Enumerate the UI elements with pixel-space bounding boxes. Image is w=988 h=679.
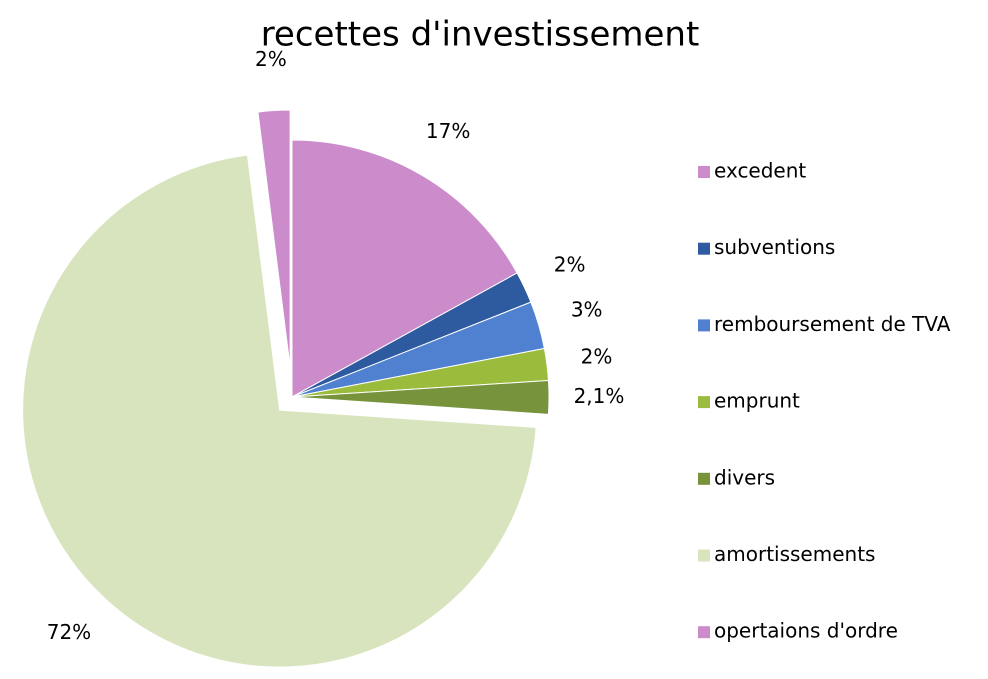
legend-swatch bbox=[698, 472, 710, 485]
pie-slice bbox=[291, 139, 518, 398]
legend-swatch bbox=[698, 626, 710, 639]
legend-swatch bbox=[698, 549, 710, 562]
legend-swatch bbox=[698, 242, 710, 255]
chart-title: recettes d'investissement bbox=[261, 15, 700, 55]
legend-label: divers bbox=[714, 465, 775, 489]
legend-swatch bbox=[698, 319, 710, 332]
legend-label: emprunt bbox=[714, 389, 800, 413]
data-label: 3% bbox=[571, 297, 603, 321]
data-label: 2% bbox=[255, 47, 287, 71]
data-label: 2,1% bbox=[574, 384, 625, 408]
data-label: 2% bbox=[554, 252, 586, 276]
legend-label: remboursement de TVA bbox=[714, 312, 951, 336]
pie-slice bbox=[257, 109, 291, 368]
legend-label: opertaions d'ordre bbox=[714, 619, 898, 643]
data-label: 17% bbox=[426, 119, 470, 143]
legend-label: excedent bbox=[714, 159, 806, 183]
data-label: 72% bbox=[47, 620, 91, 644]
legend-swatch bbox=[698, 166, 710, 178]
data-label: 2% bbox=[581, 345, 613, 369]
legend-swatch bbox=[698, 396, 710, 409]
pie-slice bbox=[291, 379, 550, 415]
legend-label: subventions bbox=[714, 235, 835, 259]
legend-label: amortissements bbox=[714, 542, 875, 566]
pie-slice bbox=[22, 154, 537, 668]
